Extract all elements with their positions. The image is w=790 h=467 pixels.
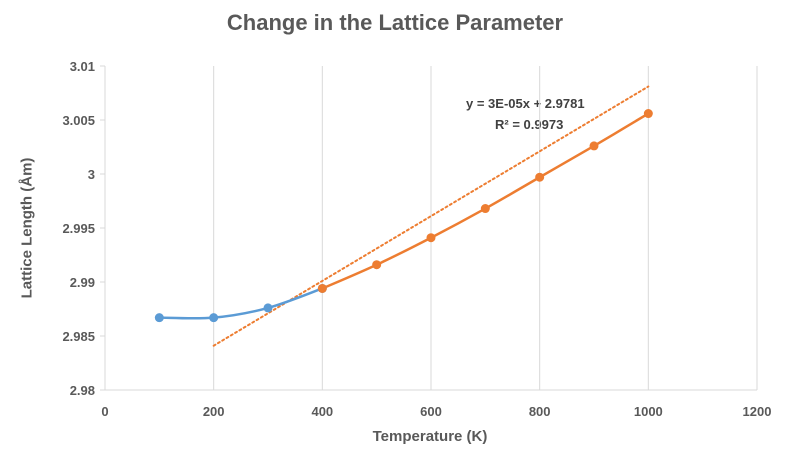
x-tick-label: 1000 bbox=[634, 404, 663, 419]
series-2-point bbox=[589, 141, 599, 151]
series-2-point bbox=[535, 172, 545, 182]
series-2-point bbox=[426, 233, 436, 243]
x-tick-label: 1200 bbox=[743, 404, 772, 419]
series-2-point bbox=[372, 260, 382, 270]
trendline-equation: y = 3E-05x + 2.9781 bbox=[466, 96, 585, 111]
x-tick-label: 800 bbox=[529, 404, 551, 419]
y-tick-label: 2.995 bbox=[62, 221, 95, 236]
y-tick-label: 3.01 bbox=[70, 59, 95, 74]
x-axis-title: Temperature (K) bbox=[372, 428, 488, 445]
series-2-point bbox=[317, 283, 327, 293]
x-tick-label: 600 bbox=[420, 404, 442, 419]
x-tick-label: 200 bbox=[203, 404, 225, 419]
x-tick-label: 0 bbox=[101, 404, 108, 419]
y-tick-label: 3 bbox=[88, 167, 95, 182]
series-2-point bbox=[643, 109, 653, 119]
y-tick-label: 2.985 bbox=[62, 329, 95, 344]
series-line-1 bbox=[158, 287, 324, 320]
y-tick-label: 3.005 bbox=[62, 113, 95, 128]
y-tick-label: 2.99 bbox=[70, 275, 95, 290]
series-1-point bbox=[263, 303, 273, 313]
y-tick-label: 2.98 bbox=[70, 383, 95, 398]
trendline-r-squared: R² = 0.9973 bbox=[495, 117, 564, 132]
series-1-point bbox=[209, 313, 219, 323]
series-2-point bbox=[480, 204, 490, 214]
chart-title: Change in the Lattice Parameter bbox=[226, 10, 564, 35]
series-line-2 bbox=[321, 112, 650, 290]
series-1-point bbox=[154, 313, 164, 323]
x-tick-label: 400 bbox=[311, 404, 333, 419]
